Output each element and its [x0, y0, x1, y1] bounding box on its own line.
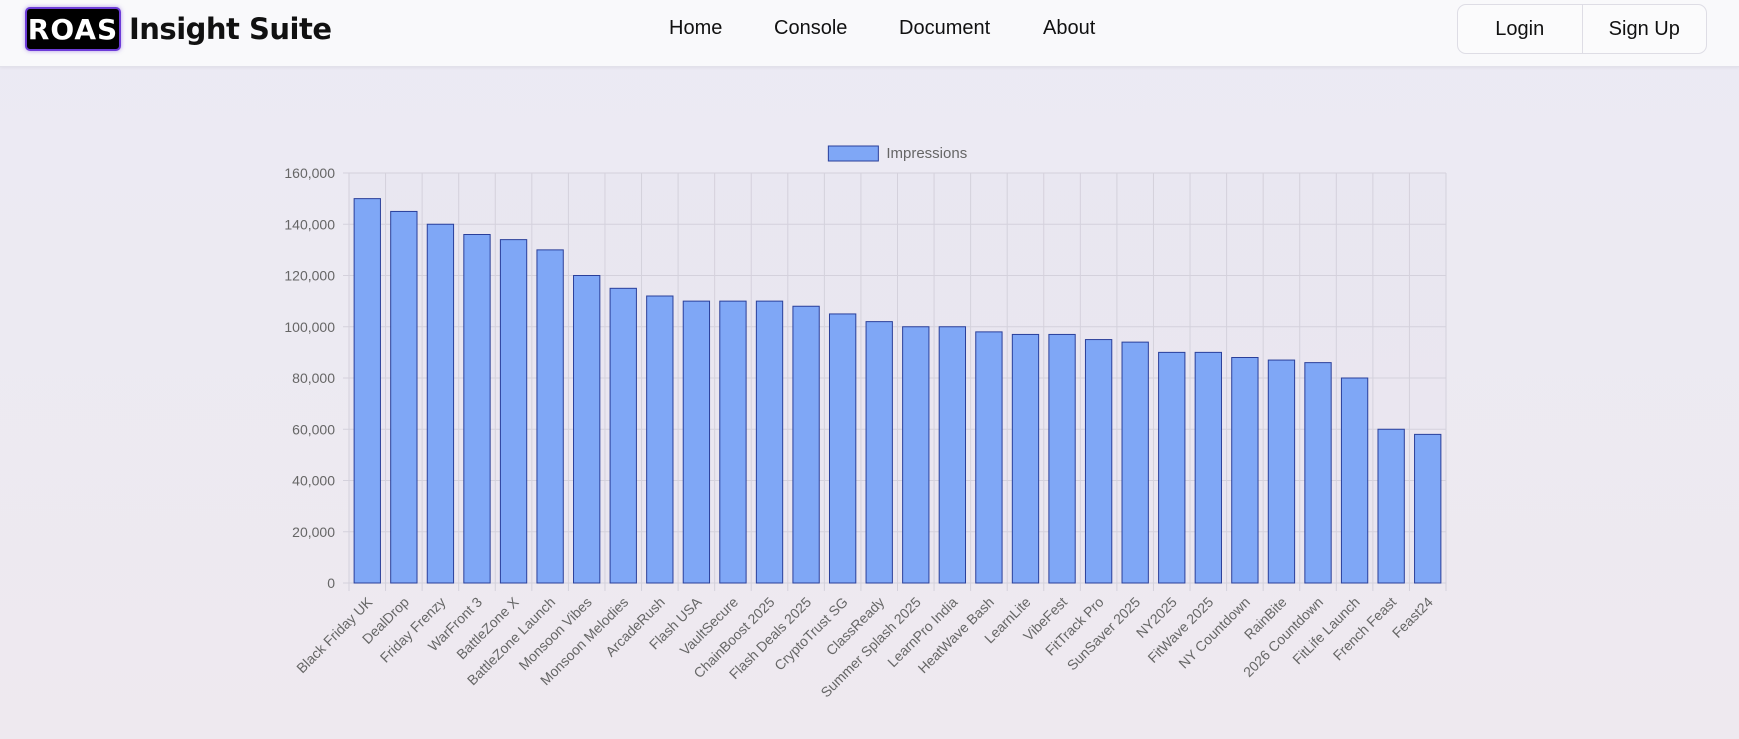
- bar-30[interactable]: [1414, 433, 1442, 584]
- y-tick-label: 120,000: [284, 268, 335, 284]
- brand-title[interactable]: Insight Suite: [129, 12, 332, 46]
- bar-15[interactable]: [865, 321, 893, 584]
- signup-button[interactable]: Sign Up: [1581, 5, 1707, 53]
- bar-25[interactable]: [1231, 357, 1259, 584]
- y-tick-label: 0: [327, 575, 335, 591]
- nav-console-link[interactable]: Console: [774, 17, 848, 39]
- y-tick-label: 140,000: [284, 216, 335, 232]
- bar-10[interactable]: [682, 300, 711, 584]
- bar-16[interactable]: [902, 326, 930, 584]
- y-tick-label: 40,000: [292, 473, 335, 489]
- auth-button-group: Login Sign Up: [1457, 4, 1707, 54]
- bar-11[interactable]: [719, 300, 747, 584]
- y-tick-label: 80,000: [292, 370, 335, 386]
- legend-label[interactable]: Impressions: [886, 145, 967, 162]
- bar-18[interactable]: [975, 331, 1003, 584]
- bar-14[interactable]: [828, 313, 857, 584]
- y-tick-label: 60,000: [292, 421, 335, 437]
- roas-logo[interactable]: ROAS: [25, 7, 121, 51]
- bar-3[interactable]: [426, 223, 455, 584]
- bar-20[interactable]: [1048, 333, 1076, 584]
- x-tick-label: Feast24: [1389, 594, 1436, 641]
- bar-2[interactable]: [390, 210, 418, 584]
- bar-24[interactable]: [1194, 351, 1222, 584]
- nav-home-link[interactable]: Home: [669, 17, 723, 39]
- bar-12[interactable]: [755, 300, 784, 584]
- y-tick-label: 160,000: [284, 165, 335, 181]
- legend-swatch[interactable]: [827, 145, 879, 162]
- bar-7[interactable]: [573, 275, 601, 584]
- bar-5[interactable]: [499, 239, 528, 584]
- y-tick-label: 20,000: [292, 524, 335, 540]
- bar-1[interactable]: [353, 198, 381, 584]
- bar-4[interactable]: [463, 234, 491, 584]
- nav-about-link[interactable]: About: [1043, 17, 1096, 39]
- top-navbar: ROAS Insight Suite Home Console Document…: [0, 0, 1739, 67]
- bar-6[interactable]: [536, 249, 564, 584]
- bar-23[interactable]: [1158, 351, 1186, 584]
- bar-9[interactable]: [646, 295, 674, 584]
- bar-8[interactable]: [609, 287, 637, 584]
- bar-27[interactable]: [1304, 362, 1332, 584]
- bar-13[interactable]: [792, 305, 820, 584]
- y-tick-label: 100,000: [284, 319, 335, 335]
- nav-document-link[interactable]: Document: [899, 17, 991, 39]
- bar-28[interactable]: [1340, 377, 1369, 584]
- login-button[interactable]: Login: [1495, 17, 1545, 40]
- bar-29[interactable]: [1377, 428, 1405, 584]
- bar-22[interactable]: [1121, 341, 1149, 584]
- bar-19[interactable]: [1011, 333, 1040, 584]
- bar-21[interactable]: [1084, 339, 1113, 584]
- brand[interactable]: ROAS Insight Suite: [25, 7, 332, 51]
- bar-17[interactable]: [938, 326, 967, 584]
- bar-26[interactable]: [1267, 359, 1296, 584]
